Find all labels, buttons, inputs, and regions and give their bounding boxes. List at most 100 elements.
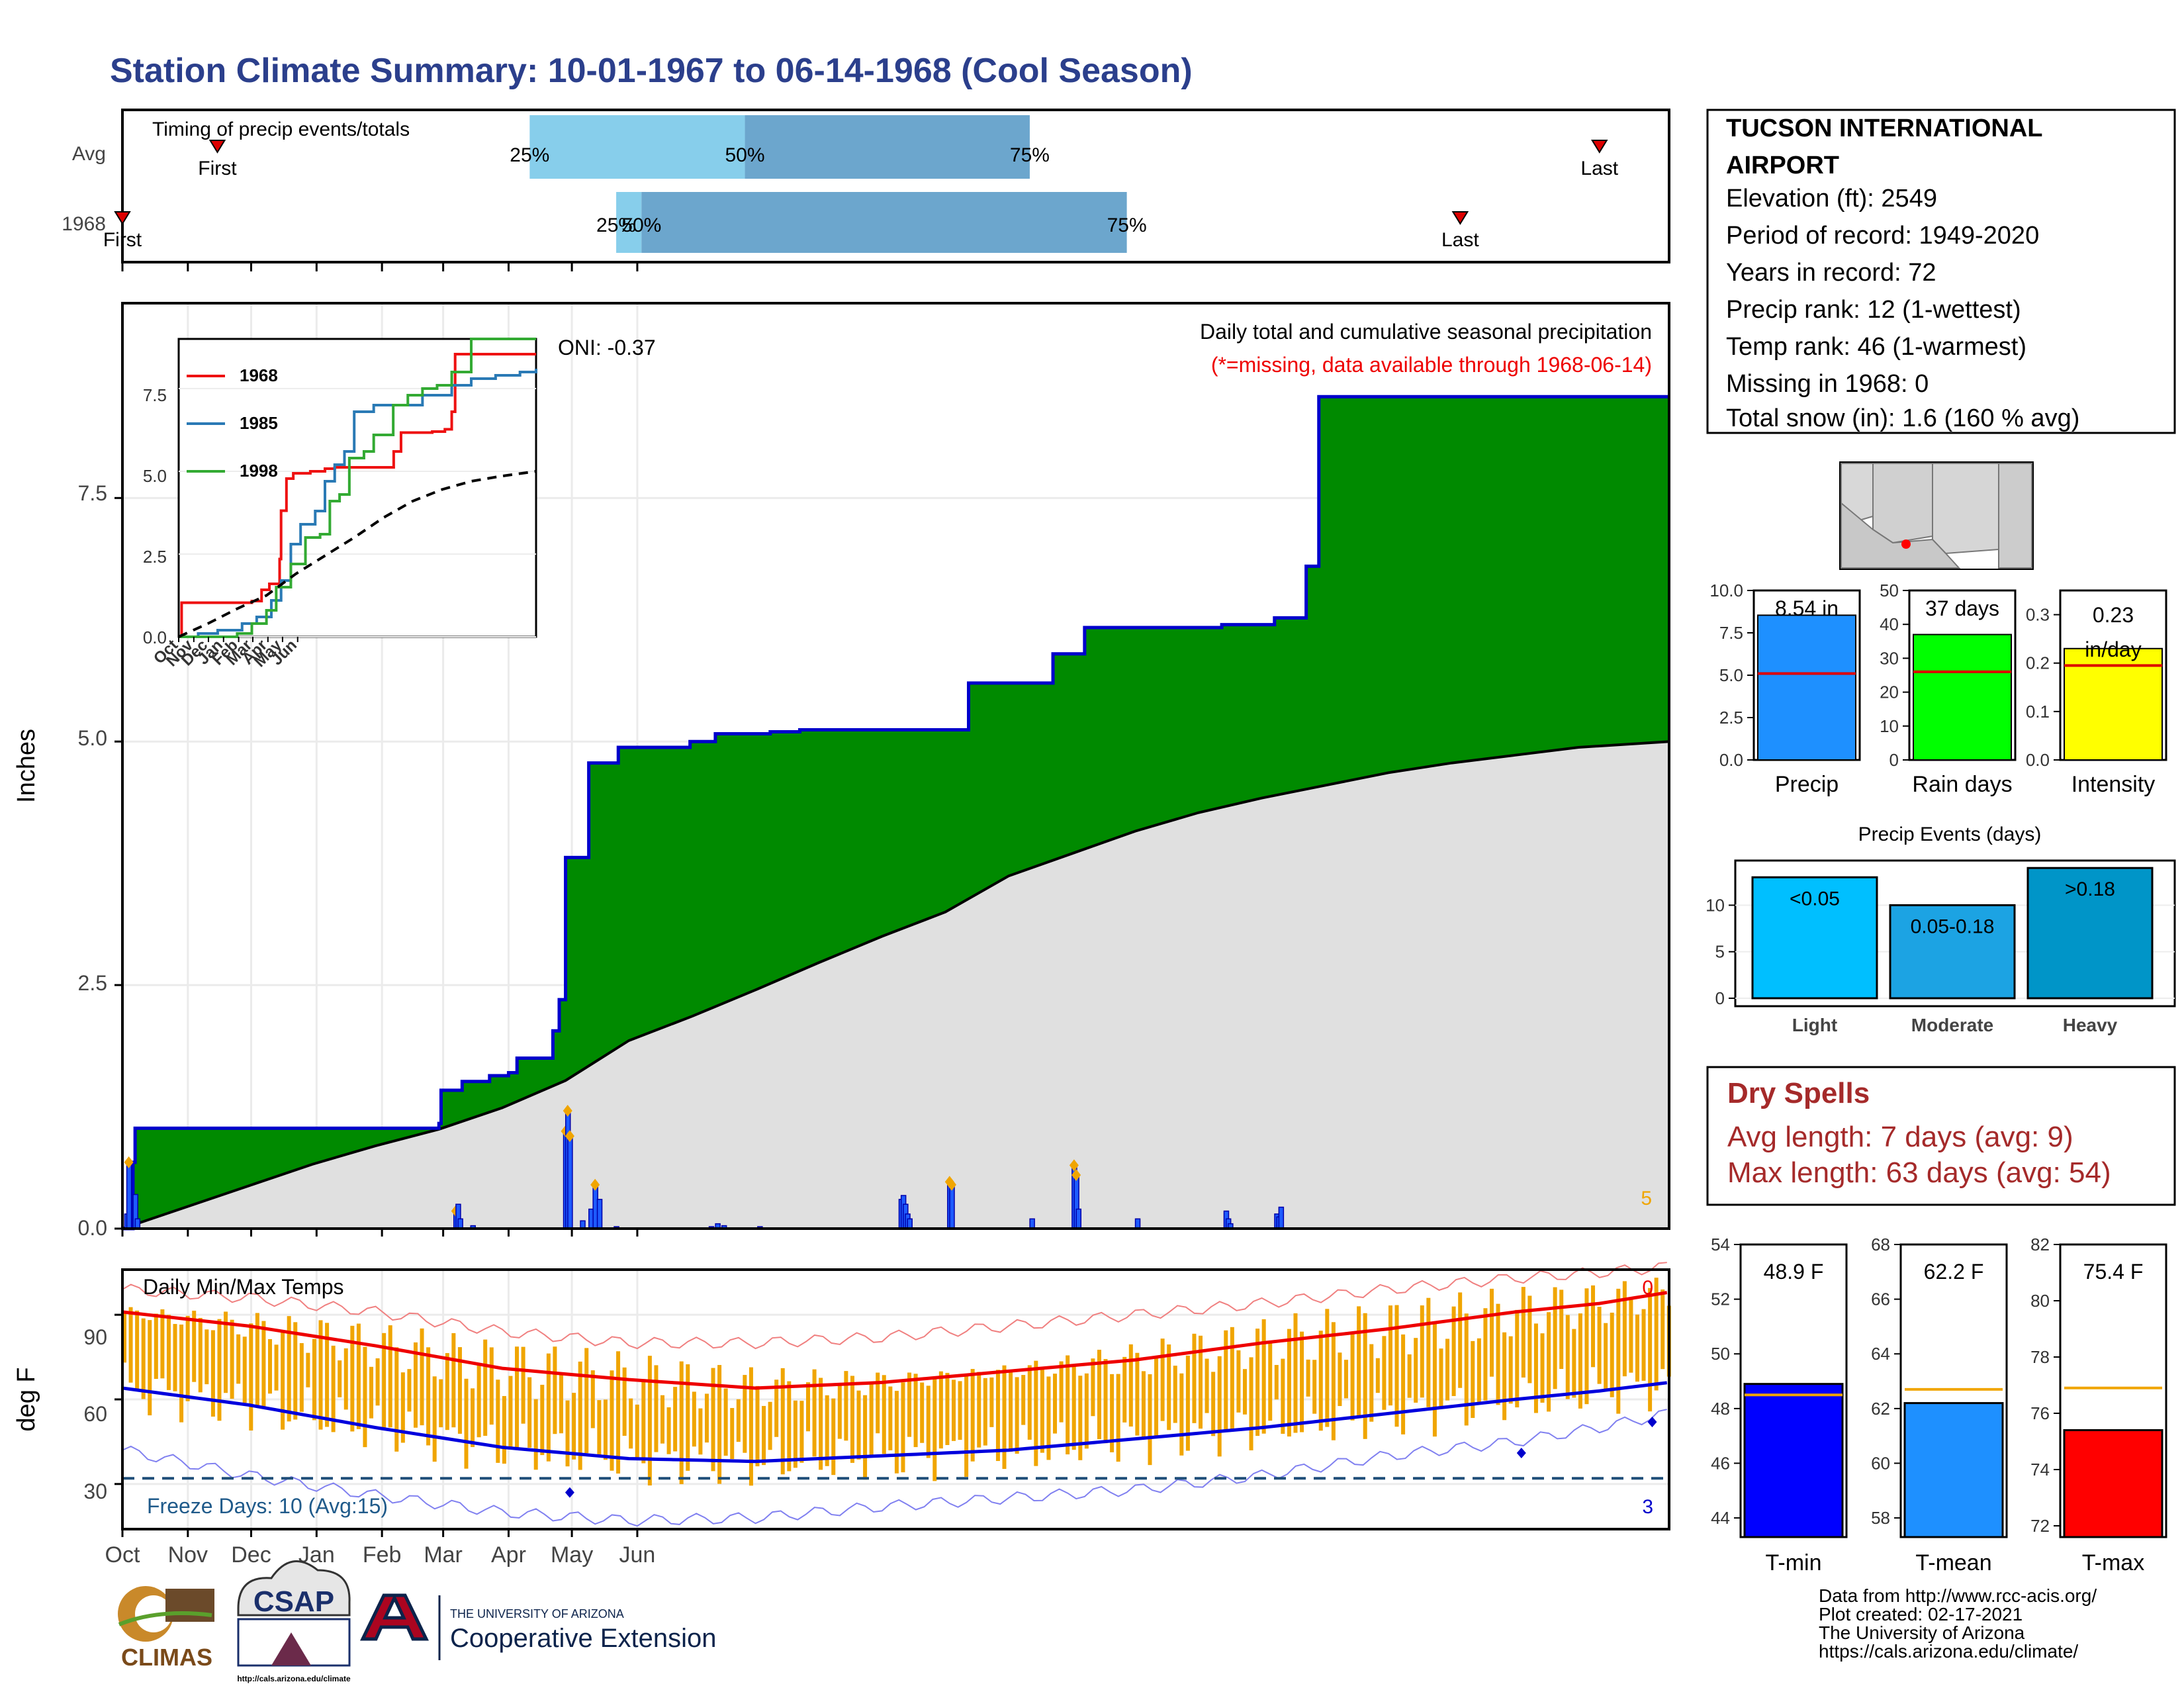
tempbar-tick-label: 78 — [2030, 1347, 2050, 1367]
daily-temp-bar — [1154, 1356, 1159, 1437]
daily-temp-bar — [723, 1388, 728, 1456]
timing-first-marker — [114, 211, 131, 225]
inset-ytick-1: 2.5 — [143, 547, 167, 567]
daily-temp-bar — [1268, 1340, 1273, 1421]
daily-temp-bar — [1046, 1376, 1051, 1460]
daily-temp-bar — [780, 1368, 785, 1475]
precip-ytick-2: 5.0 — [78, 726, 107, 750]
month-label: May — [551, 1542, 593, 1568]
daily-temp-bar — [1445, 1338, 1450, 1401]
daily-temp-bar — [141, 1318, 146, 1399]
dry-avg: Avg length: 7 days (avg: 9) — [1727, 1121, 2073, 1153]
daily-temp-bar — [964, 1374, 969, 1477]
precip-event-marker — [124, 1156, 134, 1168]
precip-event-marker — [1069, 1159, 1079, 1172]
daily-temp-bar — [1350, 1333, 1355, 1421]
tempbar-tick-label: 62 — [1871, 1399, 1890, 1419]
daily-temp-bar — [869, 1384, 874, 1456]
daily-temp-bar — [717, 1365, 722, 1484]
daily-precip-bar — [1075, 1208, 1082, 1229]
temp-panel: Daily Min/Max Temps deg F Freeze Days: 1… — [13, 1262, 1671, 1568]
daily-temp-bar — [1477, 1338, 1481, 1402]
daily-temp-bar — [1148, 1374, 1152, 1466]
daily-temp-bar — [888, 1386, 893, 1450]
daily-temp-bar — [1527, 1295, 1532, 1383]
temp-ytick-90: 90 — [83, 1325, 107, 1349]
daily-temp-bar — [1661, 1289, 1665, 1370]
daily-temp-bar — [527, 1377, 532, 1448]
daily-temp-bar — [768, 1401, 772, 1450]
tempbar-tick-label: 44 — [1711, 1508, 1730, 1528]
oni-label: ONI: -0.37 — [558, 336, 656, 359]
daily-temp-bar — [192, 1311, 197, 1382]
daily-precip-bar — [567, 1135, 573, 1229]
daily-temp-bar — [1084, 1373, 1089, 1449]
timing-last-label: Last — [1441, 229, 1479, 251]
daily-temp-bar — [977, 1372, 981, 1448]
summary-value-0: 8.54 in — [1775, 596, 1839, 620]
daily-temp-bar — [995, 1370, 1000, 1462]
page-title: Station Climate Summary: 10-01-1967 to 0… — [110, 52, 1193, 90]
daily-temp-bar — [1091, 1358, 1095, 1417]
daily-temp-bar — [1565, 1315, 1570, 1399]
daily-temp-bar — [122, 1311, 126, 1363]
credit-line-3: https://cals.arizona.edu/climate/ — [1819, 1641, 2078, 1662]
daily-temp-bar — [1502, 1332, 1507, 1421]
timing-title: Timing of precip events/totals — [152, 118, 410, 140]
daily-temp-bar — [793, 1400, 797, 1468]
daily-temp-bar — [1128, 1344, 1133, 1427]
daily-temp-bar — [1610, 1312, 1614, 1397]
inset-ytick-2: 5.0 — [143, 466, 167, 486]
summary-tick-label: 40 — [1880, 614, 1899, 634]
daily-temp-bar — [1261, 1319, 1266, 1434]
daily-temp-bar — [236, 1334, 241, 1384]
daily-temp-bar — [1464, 1313, 1469, 1426]
daily-temp-bar — [1053, 1374, 1058, 1434]
summary-tick-label: 0.0 — [2026, 750, 2050, 770]
daily-temp-bar — [686, 1364, 690, 1471]
tempbar-value-0: 48.9 F — [1764, 1260, 1824, 1284]
daily-temp-bar — [1521, 1287, 1525, 1378]
daily-temp-bar — [958, 1381, 962, 1440]
precip-observed-line — [122, 395, 1669, 1231]
daily-temp-bar — [1066, 1355, 1070, 1455]
daily-temp-bar — [1597, 1307, 1602, 1384]
daily-temp-bar — [1401, 1334, 1406, 1434]
daily-temp-bar — [945, 1372, 950, 1445]
precip-event-marker — [1071, 1169, 1081, 1182]
daily-temp-bar — [635, 1404, 639, 1458]
tempbar-tick-label: 68 — [1871, 1235, 1890, 1254]
daily-precip-bar — [1278, 1206, 1285, 1229]
daily-temp-bar — [1420, 1305, 1424, 1398]
record-min-marker — [1647, 1417, 1657, 1428]
summary-tick-label: 7.5 — [1719, 623, 1743, 643]
daily-temp-bar — [325, 1323, 330, 1427]
daily-temp-bar — [471, 1388, 475, 1448]
daily-temp-bar — [907, 1372, 912, 1437]
csap-url: http://cals.arizona.edu/climate — [237, 1674, 351, 1683]
tempbar-tick-label: 54 — [1711, 1235, 1730, 1254]
daily-temp-bar — [1414, 1338, 1418, 1403]
temp-top-count: 0 — [1642, 1277, 1653, 1299]
daily-temp-bar — [920, 1382, 925, 1443]
daily-temp-bar — [483, 1339, 488, 1436]
daily-temp-bar — [837, 1383, 842, 1439]
daily-temp-bar — [749, 1367, 753, 1486]
precip-ytick-1: 2.5 — [78, 971, 107, 995]
daily-temp-bar — [970, 1369, 975, 1462]
summary-tick-label: 10 — [1880, 716, 1899, 736]
daily-temp-bar — [1318, 1331, 1323, 1431]
daily-temp-bar — [1281, 1358, 1285, 1434]
credit-line-0: Data from http://www.rcc-acis.org/ — [1819, 1585, 2097, 1606]
tempbar-label-2: T-max — [2082, 1550, 2144, 1575]
tempbar-tick-label: 60 — [1871, 1453, 1890, 1473]
station-info: TUCSON INTERNATIONAL AIRPORT Elevation (… — [1706, 109, 2176, 434]
events-bars: 0 5 10 <0.05 Light 0.05-0.18 Moderate >0.18 Heav… — [1706, 859, 2176, 1035]
daily-temp-bar — [1015, 1377, 1019, 1454]
timing-p50: 50% — [725, 144, 765, 166]
temp-summary-bars: 48.9 F 44 46 48 50 52 54 T-min 62.2 F 58 60 62 64 66 6… — [1711, 1235, 2167, 1575]
tempbar-tick-label: 74 — [2030, 1460, 2050, 1479]
daily-temp-bar — [1382, 1336, 1387, 1410]
daily-temp-bar — [205, 1329, 209, 1385]
